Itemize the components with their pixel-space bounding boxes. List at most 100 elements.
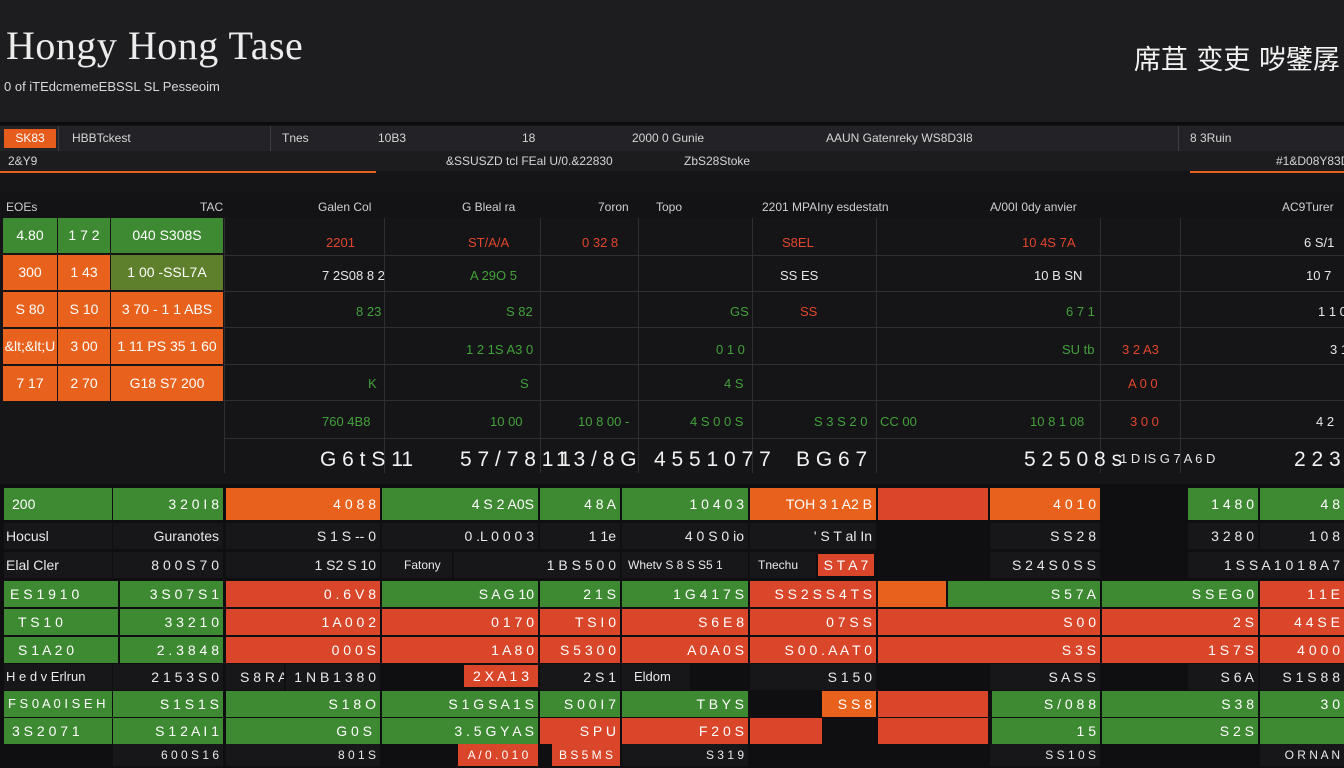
summary-row[interactable]: 4.80 1 7 2 040 S308S (3, 218, 223, 254)
total-value[interactable]: 1 3 / 8 G (556, 448, 637, 471)
tile[interactable]: A 0 A 0 S (622, 637, 748, 663)
tile[interactable]: E S 1 9 1 0 (4, 581, 118, 607)
tile[interactable]: 8 0 1 S (226, 744, 380, 766)
tile[interactable]: 2 . 3 8 4 8 (120, 637, 223, 663)
summary-row[interactable]: S 80 S 10 3 70 - 1 1 ABS (3, 292, 223, 328)
tile[interactable]: 1 N B 1 3 8 0 (286, 664, 380, 690)
tile[interactable]: S 6 A (1188, 664, 1258, 690)
tile[interactable]: S 1 S 1 S (113, 691, 223, 717)
tile[interactable]: 1 1e (540, 523, 620, 549)
tile[interactable]: ' S T al In (750, 523, 876, 549)
tile[interactable]: H e d v Erlrun (4, 664, 112, 690)
grid-value[interactable]: S (520, 376, 529, 391)
tile[interactable]: B S 5 M S (552, 744, 620, 766)
tile[interactable]: S 3 S (878, 637, 1100, 663)
tile[interactable]: T B Y S (622, 691, 748, 717)
tile[interactable]: 1 S S A 1 0 1 8 A 7 (1188, 552, 1344, 578)
grid-value[interactable]: 10 B SN (1034, 268, 1083, 283)
tile[interactable]: 200 (4, 488, 112, 520)
tile[interactable]: 4 8 (1260, 488, 1344, 520)
grid-value[interactable]: 7 2S08 8 2 (322, 268, 385, 283)
tile[interactable]: S S 2 S S 4 T S (750, 581, 876, 607)
col-header-5[interactable]: 7oron (598, 200, 629, 214)
tab-7[interactable]: 8 3Ruin (1190, 131, 1232, 145)
tile[interactable]: 6 0 0 S 1 6 (113, 744, 223, 766)
tile[interactable]: 3 2 8 0 (1188, 523, 1258, 549)
col-header-4[interactable]: G Bleal ra (462, 200, 516, 214)
tile[interactable]: Tnechu (750, 552, 816, 578)
tile[interactable]: S 3 1 9 (622, 744, 748, 766)
col-header-2[interactable]: TAC (200, 200, 224, 214)
col-header-7[interactable]: 2201 MPAIny esdestatn (762, 200, 889, 214)
tile-blank[interactable] (1260, 718, 1344, 744)
tile[interactable]: 2 1 5 3 S 0 (113, 664, 223, 690)
grid-value[interactable]: 0 32 8 (582, 235, 619, 250)
tile[interactable]: 3 S 0 7 S 1 (120, 581, 223, 607)
tile[interactable]: 1 1 E (1260, 581, 1344, 607)
tile[interactable]: 0 1 7 0 (382, 609, 538, 635)
tab-5[interactable]: 2000 0 Gunie (632, 131, 705, 145)
grid-value[interactable]: 1 2 1S A3 0 (466, 342, 534, 357)
grid-value[interactable]: 6 7 1 (1066, 304, 1095, 319)
tile[interactable]: F S 0 A 0 I S E H (4, 691, 112, 717)
grid-value[interactable]: SS ES (780, 268, 819, 283)
tile[interactable]: 4 0 0 0 (1260, 637, 1344, 663)
total-value[interactable]: B G 6 7 (796, 448, 868, 471)
tab-2[interactable]: Tnes (282, 131, 309, 145)
grid-value[interactable]: 6 S/1 (1304, 235, 1335, 250)
grid-value[interactable]: SS (800, 304, 818, 319)
tile[interactable]: 4 S 2 A0S (382, 488, 538, 520)
grid-value[interactable]: 2201 (326, 235, 355, 250)
tile[interactable]: 2 S (1102, 609, 1258, 635)
tile[interactable]: T S I 0 (540, 609, 620, 635)
grid-value[interactable]: 3 2 A3 (1122, 342, 1159, 357)
grid-value[interactable]: ST/A/A (468, 235, 510, 250)
tile[interactable]: S 0 0 (878, 609, 1100, 635)
tile[interactable]: S 0 0 I 7 (540, 691, 620, 717)
tile[interactable]: S / 0 8 8 (992, 691, 1100, 717)
tile[interactable]: 1 0 8 (1260, 523, 1344, 549)
tile[interactable]: A / 0 . 0 1 0 (458, 744, 538, 766)
tile[interactable]: S S 2 8 (990, 523, 1100, 549)
total-value[interactable]: 2 2 3 4 (1294, 448, 1344, 471)
tile[interactable]: S A G 10 (382, 581, 538, 607)
tile[interactable]: Hocusl (4, 523, 112, 549)
tile[interactable]: F 2 0 S (622, 718, 748, 744)
col-header-3[interactable]: Galen Col (318, 200, 372, 214)
tile[interactable]: 3 3 2 1 0 (120, 609, 223, 635)
tile[interactable]: S 2 4 S 0 S S (990, 552, 1100, 578)
tile[interactable]: 0 0 0 S (226, 637, 380, 663)
tile[interactable]: Whetv S 8 S S5 1 (622, 552, 748, 578)
tile[interactable]: S 0 0 . A A T 0 (750, 637, 876, 663)
tile[interactable]: 1 S2 S 10 (226, 552, 380, 578)
tile[interactable]: S 3 8 (1102, 691, 1258, 717)
tile[interactable]: 8 0 0 S 7 0 (113, 552, 223, 578)
col-header-6[interactable]: Topo (656, 200, 683, 214)
tile[interactable]: 1 G 4 1 7 S (622, 581, 748, 607)
tile[interactable]: 0 7 S S (750, 609, 876, 635)
grid-value[interactable]: S8EL (782, 235, 814, 250)
tab-6[interactable]: AAUN Gatenreky WS8D3I8 (826, 131, 973, 145)
col-header-8[interactable]: A/00I 0dy anvier (990, 200, 1077, 214)
tile[interactable]: Fatony (382, 552, 452, 578)
tile[interactable]: S T A 7 (818, 554, 874, 576)
tile[interactable]: S 1 S 8 8 (1260, 664, 1344, 690)
tile[interactable]: 1 0 4 0 3 (622, 488, 748, 520)
tile[interactable]: S S 8 (822, 691, 876, 717)
tile[interactable]: S P U (540, 718, 620, 744)
tile[interactable]: 1 B S 5 0 0 (454, 552, 620, 578)
tile[interactable]: Guranotes (113, 523, 223, 549)
grid-value[interactable]: A 0 0 (1128, 376, 1158, 391)
grid-value[interactable]: 10 00 (490, 414, 523, 429)
grid-value[interactable]: 4 S 0 0 S (690, 414, 744, 429)
grid-value[interactable]: 10 7 (1306, 268, 1332, 283)
tile[interactable]: T S 1 0 (4, 609, 118, 635)
tab-active[interactable]: SK83 (4, 129, 56, 148)
tile[interactable]: 1 A 8 0 (382, 637, 538, 663)
tile[interactable]: 4 4 S E (1260, 609, 1344, 635)
grid-value[interactable]: CC 00 (880, 414, 917, 429)
tile[interactable]: S 6 E 8 (622, 609, 748, 635)
tile[interactable]: S 2 S (1102, 718, 1258, 744)
grid-value[interactable]: 8 23 (356, 304, 382, 319)
tile[interactable]: 3 2 0 I 8 (113, 488, 223, 520)
